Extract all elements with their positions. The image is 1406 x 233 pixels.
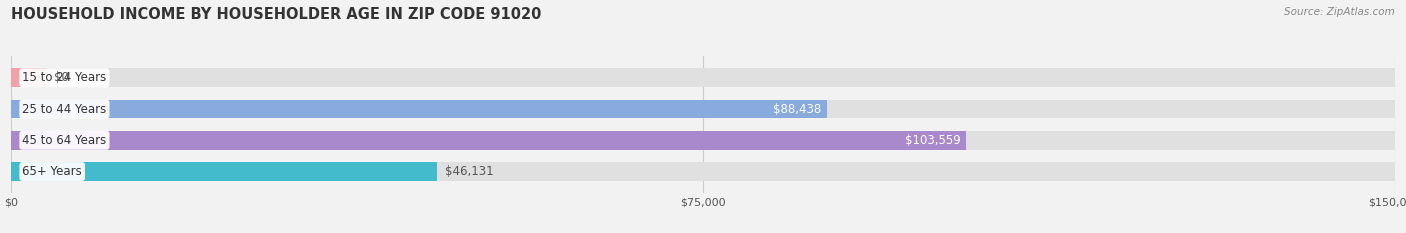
Text: 65+ Years: 65+ Years [22, 165, 82, 178]
FancyBboxPatch shape [11, 162, 1395, 181]
FancyBboxPatch shape [11, 131, 966, 150]
Text: $0: $0 [55, 71, 69, 84]
FancyBboxPatch shape [11, 162, 437, 181]
FancyBboxPatch shape [11, 69, 46, 87]
FancyBboxPatch shape [11, 69, 1395, 87]
Text: 15 to 24 Years: 15 to 24 Years [22, 71, 107, 84]
Text: $46,131: $46,131 [446, 165, 494, 178]
Text: 25 to 44 Years: 25 to 44 Years [22, 103, 107, 116]
Text: $88,438: $88,438 [773, 103, 821, 116]
Text: 45 to 64 Years: 45 to 64 Years [22, 134, 107, 147]
Text: Source: ZipAtlas.com: Source: ZipAtlas.com [1284, 7, 1395, 17]
Text: $103,559: $103,559 [905, 134, 960, 147]
FancyBboxPatch shape [11, 100, 1395, 118]
FancyBboxPatch shape [11, 131, 1395, 150]
FancyBboxPatch shape [11, 100, 827, 118]
Text: HOUSEHOLD INCOME BY HOUSEHOLDER AGE IN ZIP CODE 91020: HOUSEHOLD INCOME BY HOUSEHOLDER AGE IN Z… [11, 7, 541, 22]
